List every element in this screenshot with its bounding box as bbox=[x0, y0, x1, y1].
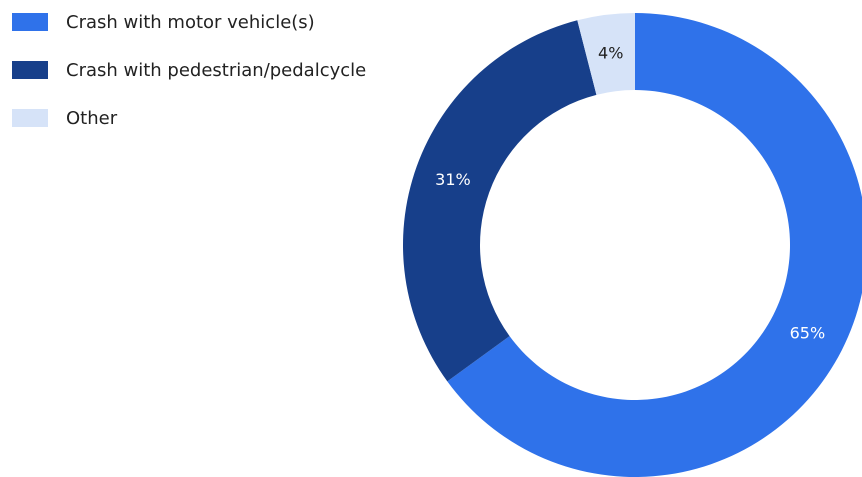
donut-slice bbox=[577, 13, 635, 95]
legend-swatch bbox=[12, 61, 48, 79]
legend-label: Crash with pedestrian/pedalcycle bbox=[66, 59, 367, 81]
legend-swatch bbox=[12, 109, 48, 127]
donut-slice bbox=[447, 13, 862, 477]
slice-label: 31% bbox=[435, 170, 471, 189]
legend-label: Other bbox=[66, 107, 118, 129]
slice-label: 4% bbox=[598, 44, 623, 63]
legend-label: Crash with motor vehicle(s) bbox=[66, 11, 315, 33]
legend-item: Crash with motor vehicle(s) bbox=[12, 10, 366, 34]
donut-slice bbox=[403, 20, 597, 382]
legend-swatch bbox=[12, 13, 48, 31]
slice-label: 65% bbox=[790, 323, 826, 342]
legend-item: Crash with pedestrian/pedalcycle bbox=[12, 58, 366, 82]
chart-legend: Crash with motor vehicle(s) Crash with pe… bbox=[12, 10, 366, 154]
legend-item: Other bbox=[12, 106, 366, 130]
